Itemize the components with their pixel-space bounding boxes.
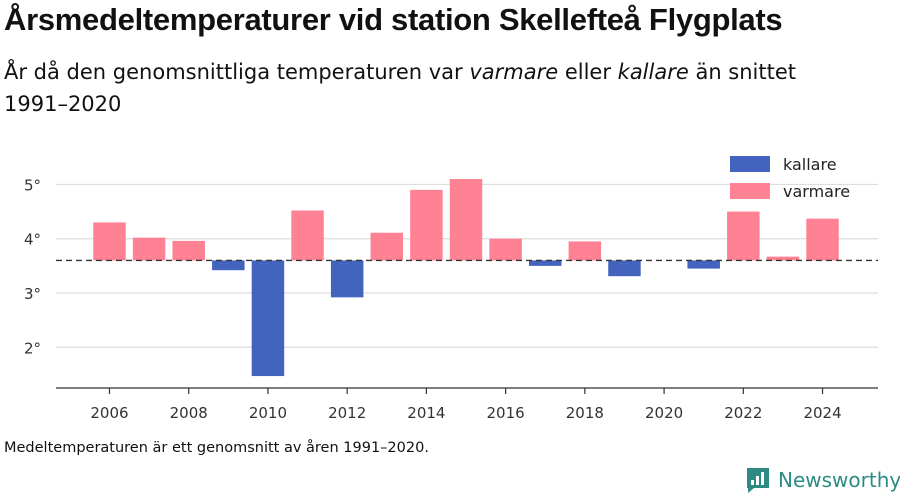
legend-swatch-kallare xyxy=(730,156,770,172)
x-axis-ticks: 2006 2008 2010 2012 2014 2016 2018 2020 2022 2024 xyxy=(90,388,842,422)
x-tick-label: 2012 xyxy=(328,404,366,422)
bar-2018 xyxy=(568,241,602,261)
bars xyxy=(93,179,839,377)
bar-2022 xyxy=(727,211,760,261)
legend-label-kallare: kallare xyxy=(783,155,837,174)
brand-name: Newsworthy xyxy=(778,468,900,492)
bar-chart: 2° 3° 4° 5° 2006 2008 2010 2012 2014 2016 2018 202… xyxy=(24,155,878,422)
subtitle-text-3: än snittet 1991–2020 xyxy=(4,60,797,116)
legend: kallare varmare xyxy=(730,155,850,201)
y-tick-label: 5° xyxy=(24,176,41,194)
x-tick-label: 2022 xyxy=(724,404,762,422)
x-tick-label: 2016 xyxy=(487,404,525,422)
bar-2021 xyxy=(687,260,720,269)
bar-2023 xyxy=(766,256,800,261)
x-tick-label: 2006 xyxy=(90,404,128,422)
bar-2006 xyxy=(93,222,126,261)
bar-2014 xyxy=(410,189,443,261)
legend-label-varmare: varmare xyxy=(783,182,850,201)
x-tick-label: 2018 xyxy=(566,404,604,422)
newsworthy-logo-icon xyxy=(747,468,769,493)
bar-2008 xyxy=(172,240,205,261)
y-axis-ticks: 2° 3° 4° 5° xyxy=(24,176,41,357)
bar-2015 xyxy=(449,179,483,261)
y-tick-label: 2° xyxy=(24,339,41,357)
bar-2011 xyxy=(291,210,324,261)
bar-2012 xyxy=(330,260,364,298)
bar-2016 xyxy=(489,238,522,261)
x-tick-label: 2008 xyxy=(170,404,208,422)
subtitle-em-colder: kallare xyxy=(617,60,689,84)
subtitle-text-2: eller xyxy=(558,60,618,84)
bar-2017 xyxy=(528,260,562,266)
footnote: Medeltemperaturen är ett genomsnitt av å… xyxy=(4,440,429,456)
subtitle-em-warmer: varmare xyxy=(469,60,559,84)
x-tick-label: 2024 xyxy=(803,404,841,422)
bar-2024 xyxy=(806,218,839,261)
legend-swatch-varmare xyxy=(730,183,770,199)
y-tick-label: 4° xyxy=(24,231,41,249)
bar-2007 xyxy=(132,237,166,261)
x-tick-label: 2020 xyxy=(645,404,683,422)
bar-2010 xyxy=(251,260,285,377)
bar-2009 xyxy=(212,260,245,271)
x-tick-label: 2014 xyxy=(407,404,445,422)
chart-subtitle: År då den genomsnittliga temperaturen va… xyxy=(4,56,844,120)
x-tick-label: 2010 xyxy=(249,404,287,422)
bar-2019 xyxy=(608,260,641,277)
y-tick-label: 3° xyxy=(24,285,41,303)
chart-title: Årsmedeltemperaturer vid station Skellef… xyxy=(4,2,783,37)
subtitle-text-1: År då den genomsnittliga temperaturen va… xyxy=(4,60,470,84)
bar-2013 xyxy=(370,232,404,261)
brand-logo: Newsworthy xyxy=(745,466,900,494)
